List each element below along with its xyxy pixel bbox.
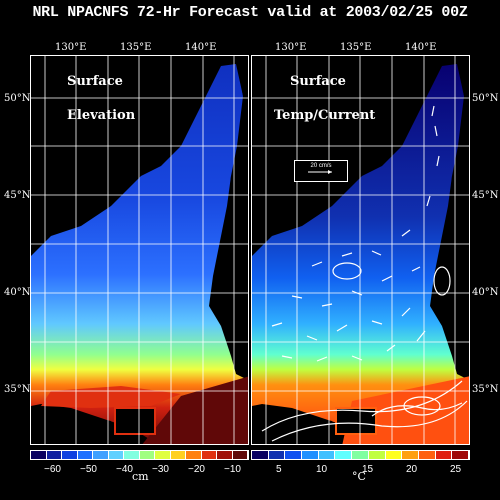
colorbar-segment bbox=[252, 451, 269, 459]
colorbar-segment bbox=[62, 451, 78, 459]
vector-scale-label: 20 cm/s bbox=[310, 163, 332, 169]
colorbar-segment bbox=[368, 451, 386, 459]
colorbar-segment bbox=[124, 451, 140, 459]
colorbar-segment bbox=[268, 451, 286, 459]
pacific-band bbox=[142, 376, 248, 444]
colorbar-tick: −60 bbox=[44, 464, 61, 475]
colorbar-segment bbox=[46, 451, 62, 459]
panel-label-surface: Surface bbox=[67, 74, 123, 89]
lat-label-40-right: 40°N bbox=[472, 287, 499, 298]
lat-label-50-right: 50°N bbox=[472, 93, 499, 104]
panel-label-temp-current: Temp/Current bbox=[274, 108, 376, 123]
lat-lon-grid bbox=[31, 56, 248, 444]
colorbar-segment bbox=[352, 451, 369, 459]
temperature-unit: °C bbox=[352, 470, 366, 483]
sea-of-japan-elevation bbox=[31, 64, 248, 444]
vector-scale-box: 20 cm/s bbox=[294, 160, 348, 182]
temperature-colorbar bbox=[251, 450, 470, 460]
vector-scale-arrow-icon bbox=[308, 170, 332, 174]
temperature-current-map bbox=[252, 56, 469, 444]
lon-label-130-right: 130°E bbox=[275, 42, 307, 53]
colorbar-segment bbox=[302, 451, 319, 459]
elevation-map-panel: Surface Elevation bbox=[30, 55, 249, 445]
colorbar-segment bbox=[186, 451, 202, 459]
colorbar-segment bbox=[108, 451, 124, 459]
colorbar-segment bbox=[335, 451, 353, 459]
colorbar-segment bbox=[232, 451, 248, 459]
colorbar-tick: 20 bbox=[406, 464, 418, 475]
land-mass bbox=[216, 167, 248, 365]
elevation-colorbar bbox=[30, 450, 249, 460]
colorbar-segment bbox=[77, 451, 93, 459]
lat-label-45: 45°N bbox=[4, 190, 31, 201]
colorbar-tick: 15 bbox=[362, 464, 374, 475]
panel-label-surface-right: Surface bbox=[290, 74, 346, 89]
lat-label-35-right: 35°N bbox=[472, 384, 499, 395]
lon-label-135-right: 135°E bbox=[340, 42, 372, 53]
colorbar-segment bbox=[155, 451, 171, 459]
temperature-current-map-panel: Surface Temp/Current 20 cm/s bbox=[251, 55, 470, 445]
island bbox=[335, 407, 377, 435]
elevation-unit: cm bbox=[132, 470, 149, 483]
colorbar-segment bbox=[139, 451, 155, 459]
island bbox=[114, 407, 156, 435]
colorbar-segment bbox=[201, 451, 217, 459]
lon-label-140: 140°E bbox=[185, 42, 217, 53]
lat-lon-grid bbox=[252, 56, 469, 444]
colorbar-segment bbox=[31, 451, 47, 459]
lon-label-140-right: 140°E bbox=[405, 42, 437, 53]
colorbar-tick: 25 bbox=[450, 464, 462, 475]
elevation-map bbox=[31, 56, 248, 444]
colorbar-tick: 10 bbox=[316, 464, 328, 475]
colorbar-tick: −50 bbox=[80, 464, 97, 475]
land-mass bbox=[457, 56, 469, 111]
lon-label-130: 130°E bbox=[55, 42, 87, 53]
colorbar-segment bbox=[217, 451, 233, 459]
map-title: NRL NPACNFS 72-Hr Forecast valid at 2003… bbox=[32, 4, 468, 21]
colorbar-segment bbox=[452, 451, 469, 459]
sea-surface-temperature bbox=[252, 64, 469, 444]
colorbar-segment bbox=[418, 451, 436, 459]
lat-label-40: 40°N bbox=[4, 287, 31, 298]
colorbar-tick: −30 bbox=[152, 464, 169, 475]
colorbar-segment bbox=[170, 451, 186, 459]
colorbar-segment bbox=[93, 451, 109, 459]
colorbar-segment bbox=[285, 451, 303, 459]
land-mass bbox=[437, 167, 469, 365]
panel-label-elevation: Elevation bbox=[67, 108, 136, 123]
lat-label-35: 35°N bbox=[4, 384, 31, 395]
lat-label-45-right: 45°N bbox=[472, 190, 499, 201]
lat-label-50: 50°N bbox=[4, 93, 31, 104]
colorbar-tick: 5 bbox=[276, 464, 282, 475]
colorbar-segment bbox=[435, 451, 453, 459]
colorbar-tick: −20 bbox=[188, 464, 205, 475]
colorbar-segment bbox=[318, 451, 336, 459]
colorbar-segment bbox=[385, 451, 403, 459]
land-mass bbox=[236, 56, 248, 111]
colorbar-tick: −40 bbox=[116, 464, 133, 475]
colorbar-segment bbox=[402, 451, 419, 459]
lon-label-135: 135°E bbox=[120, 42, 152, 53]
colorbar-tick: −10 bbox=[224, 464, 241, 475]
